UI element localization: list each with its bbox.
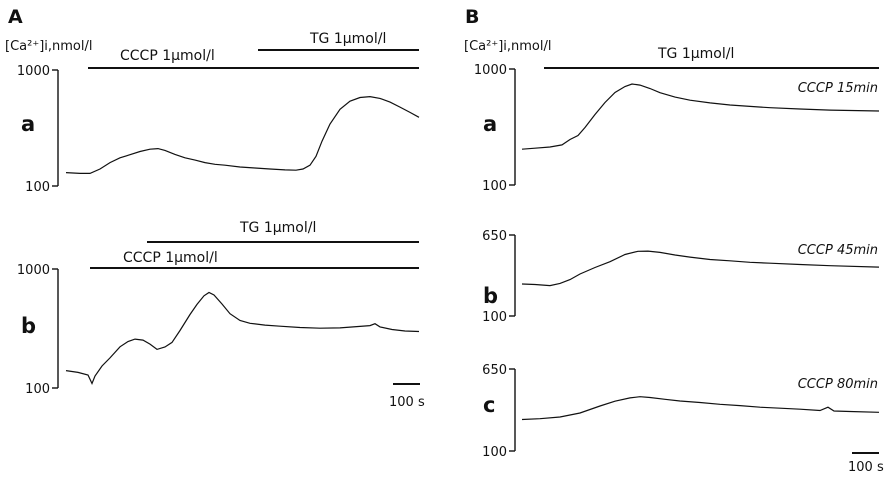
bar-label-a-b-cccp: CCCP 1μmol/l bbox=[123, 250, 218, 266]
trace-b-b bbox=[521, 250, 880, 287]
annotation-b-c: CCCP 80min bbox=[798, 377, 878, 392]
bar-label-a-a-cccp: CCCP 1μmol/l bbox=[120, 48, 215, 64]
trace-b-a bbox=[521, 83, 880, 150]
scale-bar-label-a: 100 s bbox=[389, 395, 425, 410]
y-tick-label-b-c-top: 650 bbox=[482, 363, 507, 378]
y-axis-label-b: [Ca²⁺]i,nmol/l bbox=[464, 39, 551, 54]
trace-group-a-b: b 1000 100 TG 1μmol/l CCCP 1μmol/l bbox=[17, 220, 420, 397]
trace-letter-b-c: c bbox=[483, 393, 495, 417]
y-tick-label-b-a-top: 1000 bbox=[474, 63, 507, 78]
panel-b: B [Ca²⁺]i,nmol/l a 1000 100 TG 1μmol/l C… bbox=[464, 6, 884, 475]
bar-label-b-a-tg: TG 1μmol/l bbox=[657, 46, 734, 62]
y-axis-label-a: [Ca²⁺]i,nmol/l bbox=[5, 39, 92, 54]
panel-letter-a: A bbox=[8, 6, 23, 28]
panel-letter-b: B bbox=[465, 6, 479, 28]
panel-a: A [Ca²⁺]i,nmol/l a 1000 100 CCCP 1μmol/l… bbox=[5, 6, 425, 410]
y-tick-label-a-a-top: 1000 bbox=[17, 64, 50, 79]
annotation-b-b: CCCP 45min bbox=[798, 243, 878, 258]
trace-group-b-c: c 650 100 CCCP 80min bbox=[482, 363, 880, 460]
trace-b-c bbox=[521, 396, 880, 421]
bar-label-a-b-tg: TG 1μmol/l bbox=[239, 220, 316, 236]
trace-group-a-a: a 1000 100 CCCP 1μmol/l TG 1μmol/l bbox=[17, 31, 420, 195]
y-tick-label-b-b-bottom: 100 bbox=[482, 310, 507, 325]
y-tick-label-a-a-bottom: 100 bbox=[25, 180, 50, 195]
trace-group-b-b: b 650 100 CCCP 45min bbox=[482, 229, 880, 325]
trace-a-b bbox=[65, 291, 420, 386]
trace-a-a bbox=[65, 95, 420, 174]
y-tick-label-a-b-top: 1000 bbox=[17, 263, 50, 278]
trace-group-b-a: a 1000 100 TG 1μmol/l CCCP 15min bbox=[474, 46, 880, 194]
scale-bar-label-b: 100 s bbox=[848, 460, 884, 474]
bar-label-a-a-tg: TG 1μmol/l bbox=[309, 31, 386, 47]
y-tick-label-b-a-bottom: 100 bbox=[482, 179, 507, 194]
trace-letter-b-b: b bbox=[483, 284, 498, 308]
y-tick-label-a-b-bottom: 100 bbox=[25, 382, 50, 397]
trace-letter-b-a: a bbox=[483, 112, 497, 136]
trace-letter-a-a: a bbox=[21, 112, 35, 136]
annotation-b-a: CCCP 15min bbox=[798, 81, 878, 96]
y-tick-label-b-c-bottom: 100 bbox=[482, 445, 507, 460]
y-tick-label-b-b-top: 650 bbox=[482, 229, 507, 244]
trace-letter-a-b: b bbox=[21, 314, 36, 338]
